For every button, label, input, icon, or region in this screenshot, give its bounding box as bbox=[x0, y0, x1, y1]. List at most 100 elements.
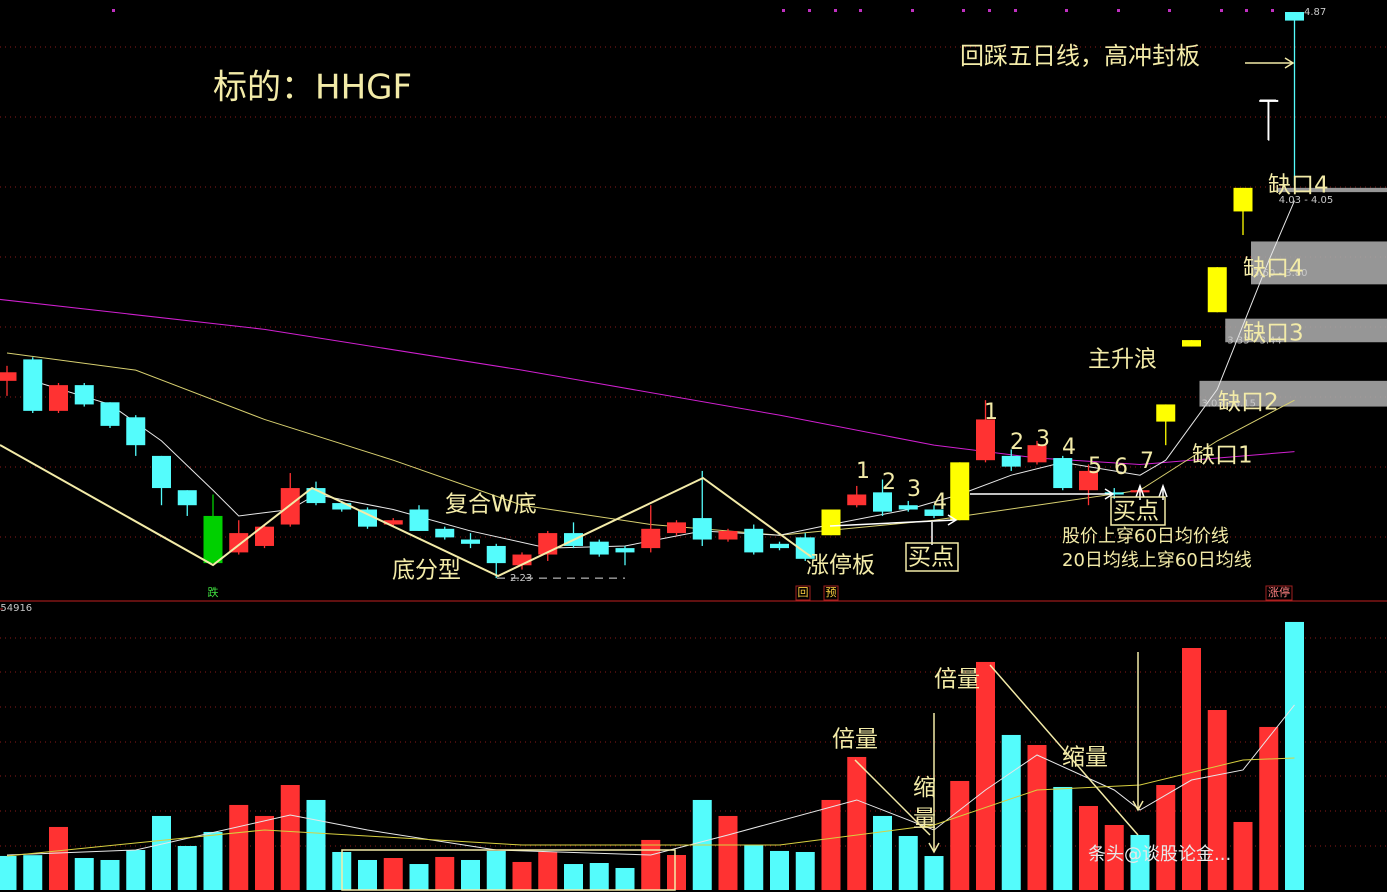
candle-body bbox=[1156, 404, 1176, 422]
candle-body bbox=[255, 526, 274, 546]
high-price-label: 4.87 bbox=[1304, 7, 1326, 18]
volume-bar bbox=[898, 835, 918, 890]
volume-bar bbox=[1053, 786, 1073, 890]
candle-body bbox=[615, 548, 635, 553]
candle-body bbox=[795, 537, 815, 559]
y-tick-label: 354916 bbox=[0, 603, 32, 614]
candle-body bbox=[49, 385, 68, 411]
annotation: 3 bbox=[1036, 427, 1050, 452]
volume-bar bbox=[976, 661, 995, 890]
gap-range-label: 3.03 - 3.15 bbox=[1202, 399, 1257, 410]
candle-body bbox=[435, 528, 455, 538]
annotation: 2 bbox=[1010, 430, 1024, 455]
candle-body bbox=[898, 505, 918, 510]
candle-body bbox=[1104, 492, 1124, 495]
volume-bar bbox=[461, 859, 480, 890]
gap-band bbox=[1199, 380, 1387, 407]
gap-label: 缺口1 bbox=[1192, 443, 1253, 469]
gap-range-label: 3.60 - 3.80 bbox=[1253, 268, 1308, 279]
top-dots bbox=[112, 9, 1274, 12]
gap-range-label: 3.33 - 3.44 bbox=[1227, 335, 1282, 346]
candle-body bbox=[203, 515, 223, 564]
candle-body bbox=[950, 462, 970, 521]
gap-label: 缺口3 bbox=[1243, 321, 1304, 347]
annotation: 涨停板 bbox=[806, 553, 875, 579]
candle-body bbox=[1001, 455, 1021, 467]
annotation: 7 bbox=[1140, 449, 1154, 474]
annotation: 倍量 bbox=[832, 727, 878, 753]
volume-bar bbox=[1233, 821, 1253, 890]
annotation: 底分型 bbox=[392, 558, 461, 584]
chart-title: 标的：HHGF bbox=[213, 68, 412, 108]
low-price-label: 2.23 bbox=[510, 573, 532, 584]
volume-bar bbox=[177, 845, 197, 890]
candle-body bbox=[1053, 458, 1073, 489]
volume-bar bbox=[1104, 824, 1124, 890]
annotation: 1 bbox=[856, 459, 870, 484]
flag-label: 回 bbox=[798, 586, 809, 599]
volume-bar bbox=[564, 864, 583, 890]
volume-bar bbox=[152, 815, 171, 890]
marks bbox=[0, 12, 1387, 890]
flag-box bbox=[795, 585, 811, 601]
volume-bar bbox=[383, 858, 403, 890]
annotation: 买点 bbox=[1113, 499, 1159, 525]
gap-label: 缺口2 bbox=[1218, 390, 1279, 416]
volume-bar bbox=[255, 815, 274, 890]
candle-body bbox=[280, 488, 300, 525]
volume-bar bbox=[770, 850, 789, 890]
candle-body bbox=[152, 455, 171, 489]
volume-bar bbox=[23, 855, 43, 890]
annotation: 6 bbox=[1114, 455, 1128, 480]
gap-label: 缺口4 bbox=[1268, 173, 1329, 199]
candle-body bbox=[641, 528, 661, 549]
annotation: 条头@谈股论金... bbox=[1088, 844, 1231, 865]
candle-body bbox=[332, 503, 352, 510]
candle-body bbox=[847, 494, 867, 506]
annotation: 主升浪 bbox=[1088, 347, 1157, 373]
annotation: 股价上穿60日均价线 bbox=[1062, 526, 1229, 547]
annotation: 2 bbox=[882, 470, 896, 495]
volume-bar bbox=[1130, 834, 1150, 890]
annotation: 买点 bbox=[908, 545, 954, 571]
candle-body bbox=[74, 385, 94, 405]
flag-label: 涨停 bbox=[1268, 585, 1290, 599]
annotation: 20日均线上穿60日均线 bbox=[1062, 550, 1252, 571]
volume-bar bbox=[821, 799, 841, 890]
annotation: 缩量 bbox=[909, 775, 937, 837]
annotation: 缩量 bbox=[1062, 745, 1108, 771]
candle-body bbox=[358, 509, 377, 527]
candle-body bbox=[976, 419, 995, 461]
candle-body bbox=[1233, 187, 1253, 212]
candle-body bbox=[461, 539, 480, 544]
candle-body bbox=[718, 530, 738, 540]
annotation: 1 bbox=[984, 400, 998, 425]
volume-bar bbox=[744, 845, 764, 890]
candle-body bbox=[177, 490, 197, 506]
volume-bar bbox=[924, 856, 944, 890]
annotation: 3 bbox=[907, 477, 921, 502]
volume-bar bbox=[1182, 648, 1201, 890]
candle-body bbox=[512, 554, 532, 566]
candle-body bbox=[1027, 445, 1047, 463]
gap-range-label: 4.03 - 4.05 bbox=[1279, 195, 1334, 206]
volume-bar bbox=[538, 851, 558, 890]
volume-bar bbox=[1285, 621, 1304, 890]
volume-bar bbox=[847, 756, 867, 890]
candle-body bbox=[692, 518, 712, 540]
candle-body bbox=[1182, 340, 1201, 347]
annotation: 4 bbox=[1062, 435, 1076, 460]
flag-box bbox=[823, 585, 839, 601]
volume-bar bbox=[950, 780, 970, 890]
candle-body bbox=[589, 541, 609, 555]
volume-bar bbox=[615, 867, 635, 890]
annotation: 5 bbox=[1088, 454, 1102, 479]
annotation: 倍量 bbox=[934, 667, 980, 693]
candle-body bbox=[0, 372, 17, 381]
flag-box bbox=[1265, 585, 1293, 601]
volume-bar bbox=[74, 858, 94, 890]
moving-average bbox=[6, 352, 1295, 536]
volume-bar bbox=[795, 851, 815, 890]
candle-body bbox=[924, 509, 944, 516]
